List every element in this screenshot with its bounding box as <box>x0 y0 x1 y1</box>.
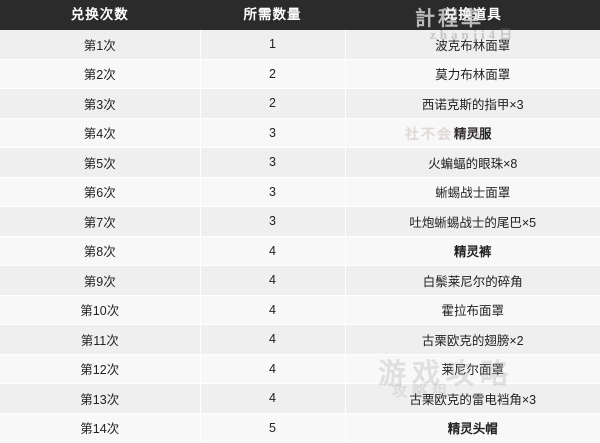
cell-times: 第6次 <box>0 177 201 207</box>
cell-times: 第9次 <box>0 265 201 296</box>
table-row: 第4次 3 精灵服 <box>0 118 600 148</box>
cell-quantity: 5 <box>200 413 346 443</box>
table-row: 第14次 5 精灵头帽 <box>0 413 600 443</box>
cell-quantity: 4 <box>200 295 346 325</box>
cell-times: 第13次 <box>0 383 201 414</box>
cell-item: 古栗欧克的翅膀×2 <box>345 324 600 355</box>
table-row: 第10次 4 霍拉布面罩 <box>0 295 600 325</box>
cell-item: 莱尼尔面罩 <box>345 354 600 384</box>
table-row: 第11次 4 古栗欧克的翅膀×2 <box>0 324 600 355</box>
cell-item: 莫力布林面罩 <box>345 59 600 89</box>
cell-quantity: 3 <box>200 177 346 207</box>
cell-item: 古栗欧克的雷电裆角×3 <box>345 383 600 414</box>
cell-times: 第4次 <box>0 118 201 148</box>
cell-times: 第5次 <box>0 147 201 178</box>
table-row: 第5次 3 火蝙蝠的眼珠×8 <box>0 147 600 178</box>
table-row: 第9次 4 白鬃莱尼尔的碎角 <box>0 265 600 296</box>
cell-item: 波克布林面罩 <box>345 30 600 60</box>
table-row: 第12次 4 莱尼尔面罩 <box>0 354 600 384</box>
cell-times: 第8次 <box>0 236 201 266</box>
cell-quantity: 4 <box>200 236 346 266</box>
cell-times: 第10次 <box>0 295 201 325</box>
cell-item: 精灵裤 <box>345 236 600 266</box>
column-header-times: 兑换次数 <box>0 0 201 30</box>
cell-times: 第1次 <box>0 30 201 60</box>
cell-quantity: 4 <box>200 383 346 414</box>
cell-times: 第11次 <box>0 324 201 355</box>
table-row: 第1次 1 波克布林面罩 <box>0 30 600 60</box>
cell-times: 第3次 <box>0 88 201 119</box>
table-row: 第3次 2 西诺克斯的指甲×3 <box>0 88 600 119</box>
table-row: 第2次 2 莫力布林面罩 <box>0 59 600 89</box>
table-body: 第1次 1 波克布林面罩 第2次 2 莫力布林面罩 第3次 2 西诺克斯的指甲×3 第4次 3 精灵服… <box>0 30 600 443</box>
cell-quantity: 3 <box>200 206 346 237</box>
cell-item: 白鬃莱尼尔的碎角 <box>345 265 600 296</box>
cell-quantity: 2 <box>200 59 346 89</box>
cell-quantity: 3 <box>200 118 346 148</box>
cell-item: 精灵头帽 <box>345 413 600 443</box>
column-header-quantity: 所需数量 <box>200 0 346 30</box>
cell-item: 西诺克斯的指甲×3 <box>345 88 600 119</box>
cell-times: 第14次 <box>0 413 201 443</box>
cell-item: 霍拉布面罩 <box>345 295 600 325</box>
cell-item: 精灵服 <box>345 118 600 148</box>
table-header: 兑换次数 所需数量 兑换道具 <box>0 0 600 30</box>
table-row: 第7次 3 吐炮蜥蜴战士的尾巴×5 <box>0 206 600 237</box>
cell-times: 第2次 <box>0 59 201 89</box>
cell-item: 吐炮蜥蜴战士的尾巴×5 <box>345 206 600 237</box>
cell-item: 蜥蜴战士面罩 <box>345 177 600 207</box>
cell-quantity: 4 <box>200 354 346 384</box>
column-header-item: 兑换道具 <box>345 0 600 30</box>
table-row: 第8次 4 精灵裤 <box>0 236 600 266</box>
cell-quantity: 4 <box>200 265 346 296</box>
cell-quantity: 1 <box>200 30 346 60</box>
cell-quantity: 3 <box>200 147 346 178</box>
cell-quantity: 4 <box>200 324 346 355</box>
table-row: 第6次 3 蜥蜴战士面罩 <box>0 177 600 207</box>
cell-item: 火蝙蝠的眼珠×8 <box>345 147 600 178</box>
table-row: 第13次 4 古栗欧克的雷电裆角×3 <box>0 383 600 414</box>
cell-times: 第12次 <box>0 354 201 384</box>
cell-quantity: 2 <box>200 88 346 119</box>
table-header-row: 兑换次数 所需数量 兑换道具 <box>0 0 600 30</box>
cell-times: 第7次 <box>0 206 201 237</box>
